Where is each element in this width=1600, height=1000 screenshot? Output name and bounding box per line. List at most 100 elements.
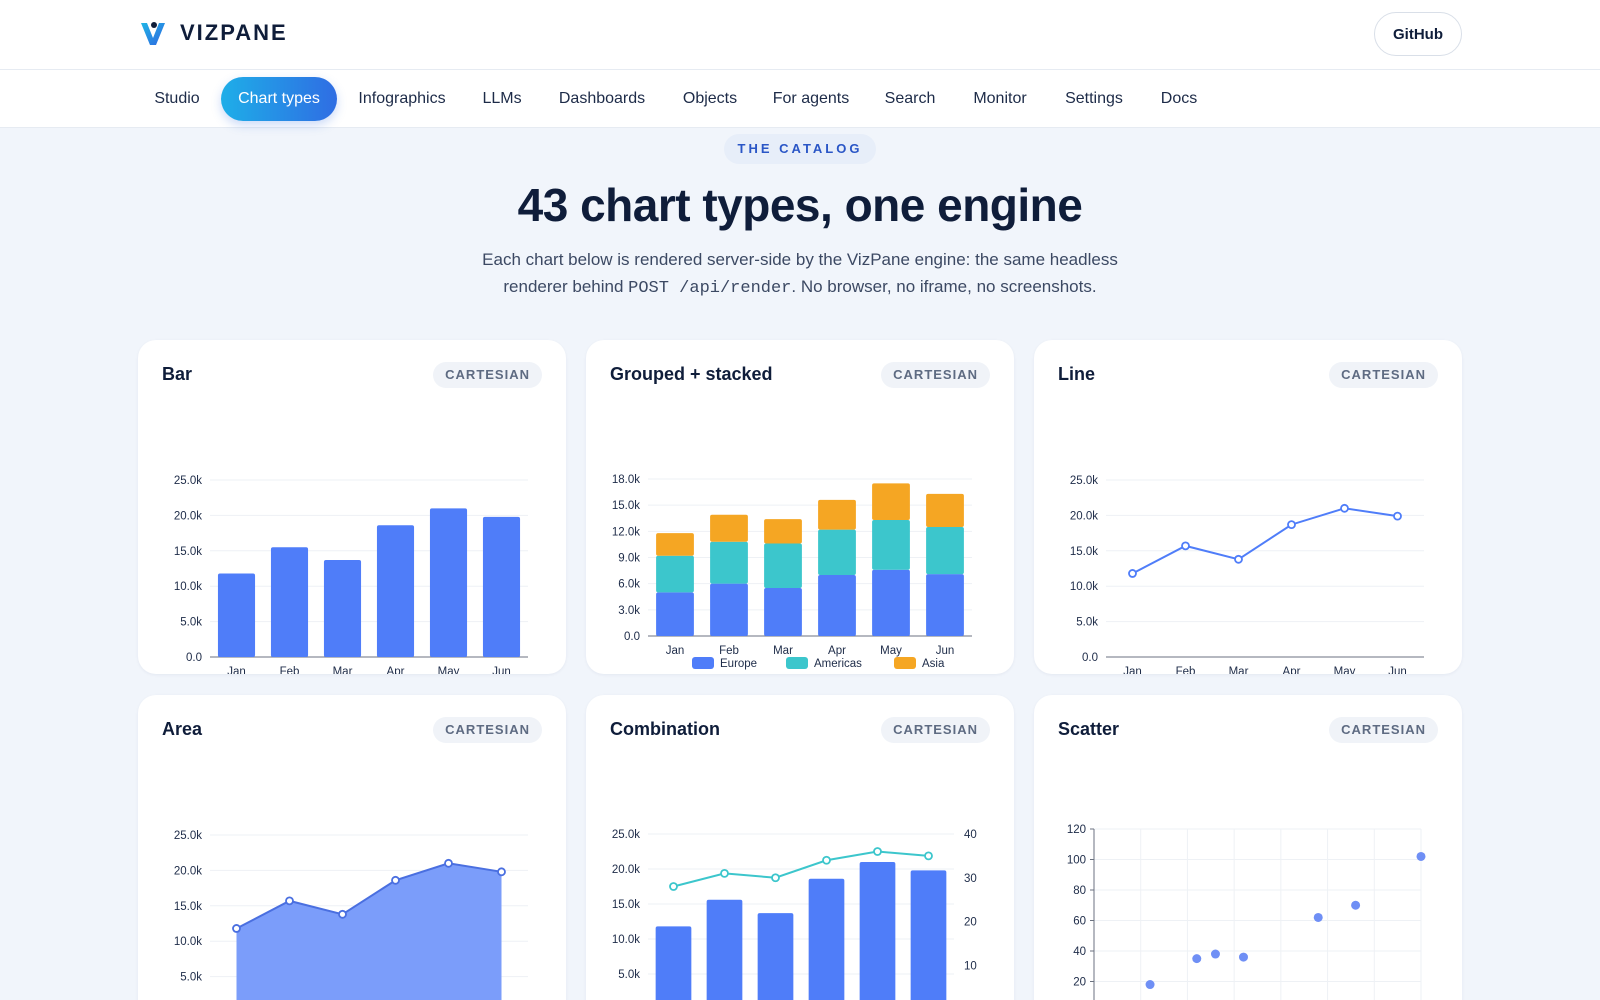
bar-chart: 0.0 5.0k 10.0k 15.0k 20.0k 25.0k Jan Feb Mar Apr M… — [174, 475, 528, 674]
y-tick-label: 0.0 — [186, 652, 202, 664]
area-point — [338, 909, 347, 919]
y-tick-label: 20 — [1073, 977, 1086, 989]
line-point — [1340, 503, 1349, 513]
x-tick-label: Jan — [666, 645, 685, 657]
card-title: Area — [162, 719, 203, 739]
margin-point — [924, 851, 933, 861]
nav-item-studio[interactable]: Studio — [154, 90, 200, 107]
series-line — [1132, 507, 1398, 575]
bar-segment-americas — [872, 519, 910, 570]
x-tick-label: Jan — [227, 666, 246, 674]
bar-segment-americas — [818, 529, 856, 575]
area-point — [232, 924, 241, 933]
bar-segment-asia — [656, 533, 694, 556]
y-tick-label: 10.0k — [612, 934, 640, 946]
line-point — [1287, 520, 1296, 530]
y-tick-label: 10.0k — [1070, 581, 1098, 593]
y-tick-label: 5.0k — [180, 617, 202, 629]
bar-segment-europe — [764, 588, 802, 636]
bar-segment-europe — [710, 583, 748, 636]
margin-point — [822, 855, 831, 865]
y-tick-label: 18.0k — [612, 474, 640, 486]
line-point — [1128, 569, 1137, 578]
y-tick-label: 120 — [1067, 824, 1086, 836]
margin-point — [771, 873, 780, 883]
combination-chart: 0.05.0k10.0k15.0k20.0k25.0k010203040JanF… — [612, 829, 977, 1000]
legend-swatch — [786, 657, 808, 669]
bar-segment-americas — [764, 543, 802, 589]
x-tick-label: Jun — [1388, 666, 1407, 674]
bar-segment-americas — [656, 555, 694, 593]
nav-item-for-agents[interactable]: For agents — [772, 90, 850, 107]
github-button[interactable]: GitHub — [1374, 12, 1462, 56]
x-tick-label: Feb — [1176, 666, 1196, 674]
bar-revenue — [655, 926, 692, 1000]
main-nav: Studio Chart types Infographics LLMs Das… — [0, 70, 1600, 128]
x-tick-label: Feb — [719, 645, 739, 657]
y-tick-label: 9.0k — [618, 553, 640, 565]
bar — [217, 573, 256, 657]
chart-card-combination[interactable]: Combination CARTESIAN 0.05.0k10.0k15.0k2… — [586, 695, 1014, 1000]
chart-card-grouped-stacked[interactable]: Grouped + stacked CARTESIAN 0.0 3.0k 6.0k 9… — [586, 340, 1014, 674]
scatter-point — [1192, 954, 1202, 964]
scatter-chart: 0204060801001200100200300400500600700 — [1067, 824, 1426, 1000]
x-tick-label: Mar — [333, 666, 353, 674]
y-tick-label: 25.0k — [612, 829, 640, 841]
chart-card-line[interactable]: Line CARTESIAN 0.0 5.0k 10.0k 15.0k 20.0k 25.… — [1034, 340, 1462, 674]
nav-item-infographics[interactable]: Infographics — [358, 90, 446, 107]
line-point — [1181, 541, 1190, 551]
nav-item-search[interactable]: Search — [884, 90, 936, 107]
y-tick-label: 15.0k — [1070, 546, 1098, 558]
area-point — [285, 896, 294, 906]
y-tick-label: 10.0k — [174, 581, 202, 593]
nav-item-chart-types[interactable]: Chart types — [221, 77, 337, 121]
x-tick-label: May — [438, 666, 460, 674]
nav-item-objects[interactable]: Objects — [682, 90, 738, 107]
nav-item-llms[interactable]: LLMs — [482, 90, 522, 107]
card-category-tag: CARTESIAN — [881, 362, 990, 388]
y-tick-label: 15.0k — [174, 901, 202, 913]
nav-item-dashboards[interactable]: Dashboards — [558, 90, 646, 107]
nav-item-monitor[interactable]: Monitor — [973, 90, 1027, 107]
x-tick-label: May — [1334, 666, 1356, 674]
nav-item-docs[interactable]: Docs — [1160, 90, 1198, 107]
x-tick-label: Mar — [773, 645, 793, 657]
card-title: Combination — [610, 719, 720, 739]
card-title: Grouped + stacked — [610, 364, 773, 384]
x-tick-label: Apr — [828, 645, 846, 657]
nav-item-settings[interactable]: Settings — [1065, 90, 1123, 107]
y-tick-label: 100 — [1067, 855, 1086, 867]
chart-card-area[interactable]: Area CARTESIAN 0.05.0k10.0k15.0k20.0k25.… — [138, 695, 566, 1000]
y-tick-label: 60 — [1073, 916, 1086, 928]
y-tick-label: 15.0k — [612, 899, 640, 911]
line-chart: 0.0 5.0k 10.0k 15.0k 20.0k 25.0k Jan Feb Mar Apr M… — [1070, 475, 1424, 674]
bar-segment-europe — [656, 592, 694, 636]
stacked-bar-chart: 0.0 3.0k 6.0k 9.0k 12.0k 15.0k 18.0k Jan Feb Mar A… — [612, 474, 972, 670]
y-tick-label: 80 — [1073, 885, 1086, 897]
y2-tick-label: 20 — [964, 917, 977, 929]
y-tick-label: 20.0k — [174, 865, 202, 877]
card-category-tag: CARTESIAN — [433, 362, 542, 388]
card-title: Scatter — [1058, 719, 1120, 739]
y-tick-label: 25.0k — [1070, 475, 1098, 487]
bar-segment-asia — [926, 493, 964, 527]
y-tick-label: 25.0k — [174, 475, 202, 487]
bar-revenue — [706, 899, 743, 1000]
margin-point — [873, 847, 882, 856]
chart-card-scatter[interactable]: Scatter CARTESIAN 0204060801001200100200… — [1034, 695, 1462, 1000]
x-tick-label: Jun — [936, 645, 955, 657]
scatter-point — [1416, 851, 1426, 861]
y-tick-label: 5.0k — [618, 969, 640, 981]
area-point — [391, 875, 400, 885]
scatter-point — [1145, 980, 1155, 990]
y-tick-label: 5.0k — [1076, 617, 1098, 629]
legend-label: Asia — [922, 658, 945, 670]
card-title: Line — [1058, 364, 1096, 384]
chart-card-bar[interactable]: Bar CARTESIAN 0.0 5.0k 10.0k 15.0k 20.0k 25.0… — [138, 340, 566, 674]
bar — [323, 560, 362, 657]
scatter-point — [1351, 900, 1361, 910]
y-tick-label: 0.0 — [1082, 652, 1098, 664]
card-category-tag: CARTESIAN — [433, 717, 542, 743]
bar-segment-americas — [710, 541, 748, 584]
brand-logo[interactable]: VIZPANE — [140, 20, 288, 46]
